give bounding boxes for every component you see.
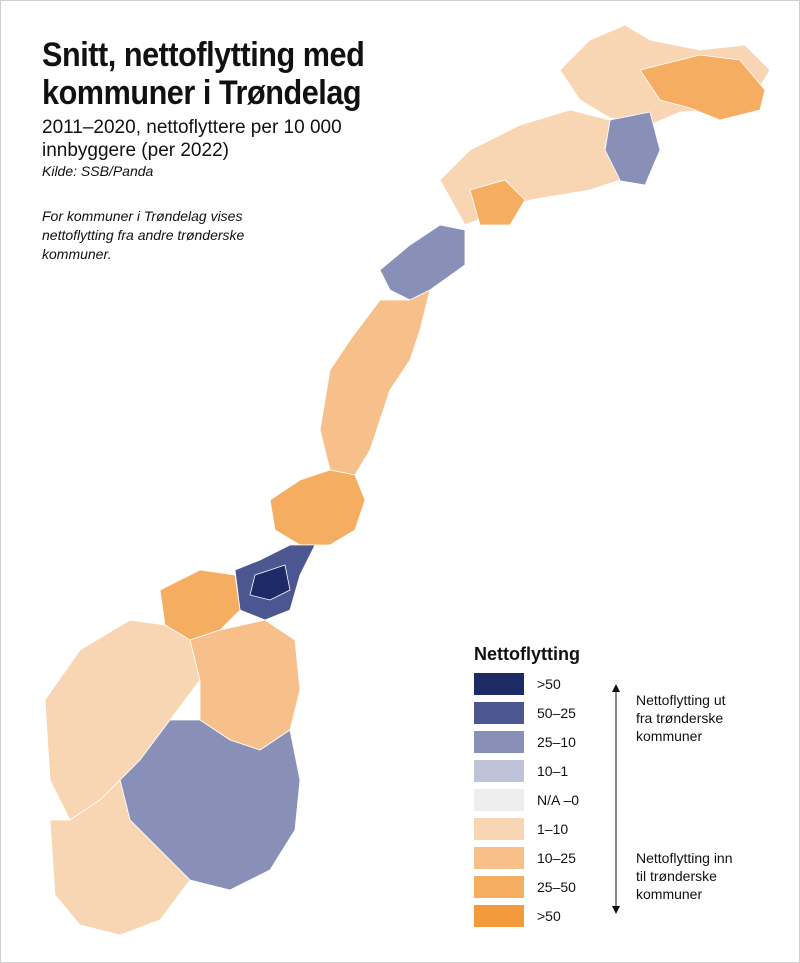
legend-swatch: [474, 847, 524, 869]
direction-in-line-1: Nettoflytting inn: [636, 850, 733, 866]
direction-in-line-2: til trønderske: [636, 868, 717, 884]
legend-label: 10–25: [537, 850, 576, 866]
map-note: For kommuner i Trøndelag vises nettoflyt…: [42, 207, 244, 264]
region-vestland: [44, 619, 201, 821]
legend-label: N/A –0: [537, 792, 580, 808]
legend-swatch: [474, 876, 524, 898]
region-lofoten-vesteralen: [379, 224, 466, 301]
direction-arrow: [612, 684, 620, 914]
direction-in-line-3: kommuner: [636, 886, 703, 902]
region-trondelag-north: [269, 469, 366, 546]
region-troms-center: [469, 179, 526, 226]
legend-label: >50: [537, 908, 561, 924]
region-sorlandet: [49, 779, 191, 936]
region-troms: [439, 109, 621, 226]
note-line-1: For kommuner i Trøndelag vises: [42, 208, 243, 224]
legend-label: 25–10: [537, 734, 576, 750]
legend-label: >50: [537, 676, 561, 692]
legend-swatch: [474, 818, 524, 840]
legend-swatch: [474, 789, 524, 811]
legend-label: 1–10: [537, 821, 569, 837]
note-line-3: kommuner.: [42, 246, 112, 262]
legend: Nettoflytting >50 50–25 25–10 10–1 N/A –0 1–1…: [474, 644, 774, 927]
legend-label: 25–50: [537, 879, 576, 895]
note-line-2: nettoflytting fra andre trønderske: [42, 227, 245, 243]
title-line-2: kommuner i Trøndelag: [42, 74, 362, 112]
legend-title: Nettoflytting: [474, 644, 580, 664]
direction-out-label: Nettoflytting ut fra trønderske kommuner: [636, 691, 726, 745]
legend-swatch: [474, 702, 524, 724]
legend-label: 10–1: [537, 763, 569, 779]
subtitle-line-2: innbyggere (per 2022): [42, 140, 229, 161]
direction-out-line-1: Nettoflytting ut: [636, 692, 726, 708]
legend-swatch: [474, 905, 524, 927]
direction-in-label: Nettoflytting inn til trønderske kommune…: [636, 849, 733, 903]
direction-out-line-2: fra trønderske: [636, 710, 724, 726]
legend-label: 50–25: [537, 705, 576, 721]
title-line-1: Snitt, nettoflytting med: [42, 36, 365, 74]
legend-swatch: [474, 673, 524, 695]
region-nordland: [319, 289, 431, 476]
direction-out-line-3: kommuner: [636, 728, 703, 744]
map-subtitle: 2011–2020, nettoflyttere per 10 000 innb…: [42, 116, 402, 162]
legend-swatch: [474, 760, 524, 782]
map-title: Snitt, nettoflytting med kommuner i Trøn…: [42, 36, 420, 112]
region-trondelag-core: [249, 564, 291, 601]
source-credit: Kilde: SSB/Panda: [42, 163, 154, 179]
legend-swatch: [474, 731, 524, 753]
region-finnmark-east: [639, 54, 766, 121]
subtitle-line-1: 2011–2020, nettoflyttere per 10 000: [42, 117, 342, 138]
